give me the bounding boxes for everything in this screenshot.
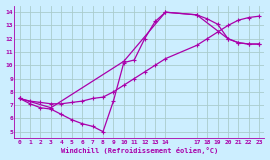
X-axis label: Windchill (Refroidissement éolien,°C): Windchill (Refroidissement éolien,°C) — [61, 148, 218, 154]
